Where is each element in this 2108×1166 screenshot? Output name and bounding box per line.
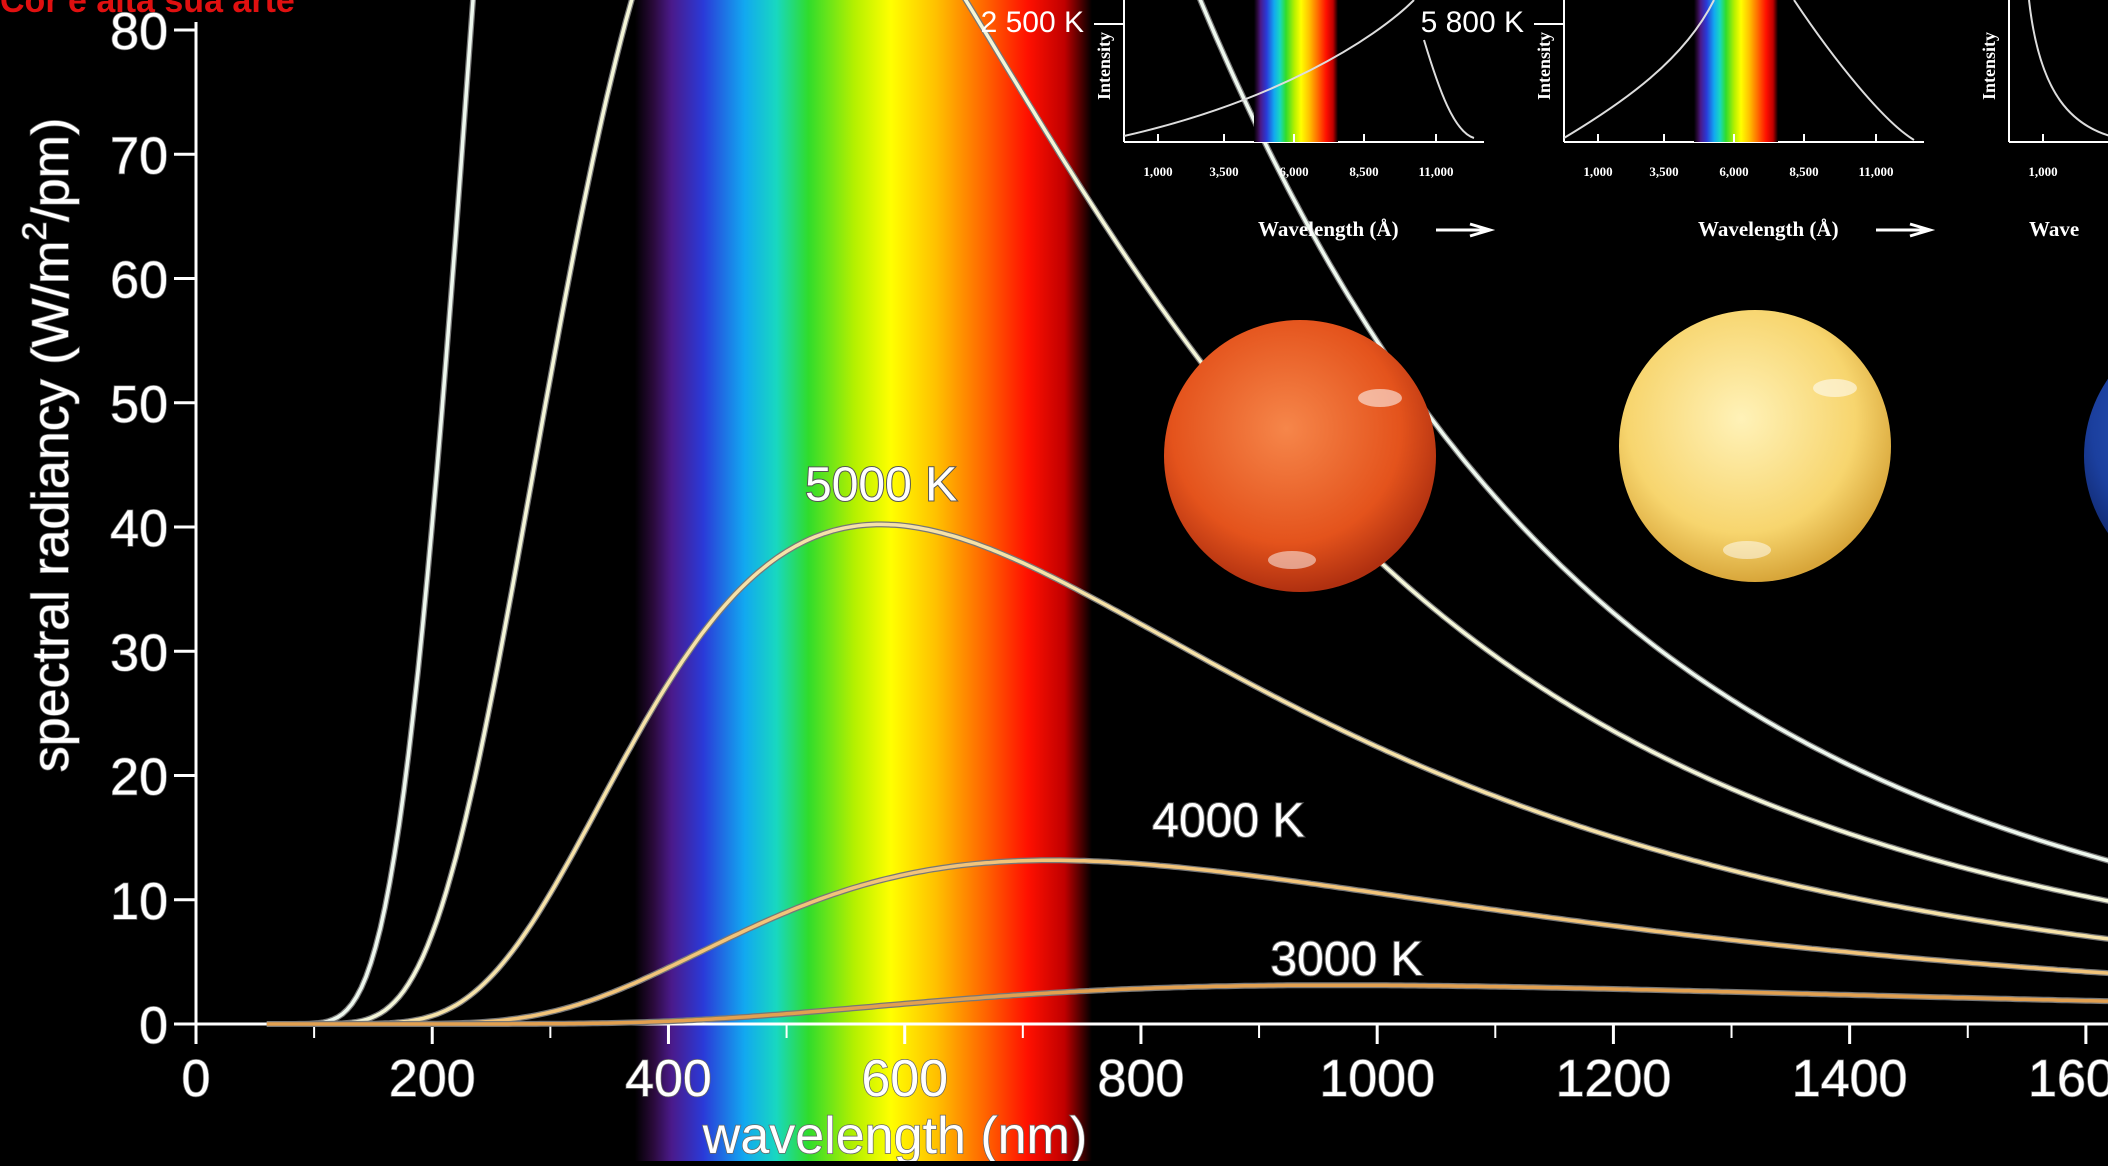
inset-tick-label: 3,500: [1649, 164, 1678, 179]
inset-tick-label: 8,500: [1789, 164, 1818, 179]
curve-label: 5000 K: [805, 458, 957, 511]
x-tick-label: 600: [861, 1050, 948, 1108]
star-flare: [1723, 541, 1771, 559]
inset-tick-label: 1,000: [1143, 164, 1172, 179]
curve-7000k: [266, 0, 2108, 1026]
inset-arrow-icon: [1876, 222, 1936, 238]
inset-y-label: Intensity: [1979, 32, 1999, 100]
y-tick-label: 20: [110, 749, 168, 807]
inset-temp-label: 5 800 K: [1421, 6, 1524, 39]
inset-tick-label: 6,000: [1279, 164, 1308, 179]
blue-star: [2084, 378, 2108, 534]
y-tick-label: 30: [110, 624, 168, 682]
star-flare: [1358, 389, 1402, 407]
inset-x-label: Wavelength (Å): [1698, 217, 1839, 241]
x-tick-label: 1400: [1792, 1050, 1908, 1108]
inset-panel: Intensity 1,000 Wave: [1979, 0, 2108, 241]
inset-y-label: Intensity: [1094, 32, 1114, 100]
y-tick-label: 40: [110, 500, 168, 558]
curve-label: 4000 K: [1152, 794, 1304, 847]
inset-tick-label: 11,000: [1418, 164, 1453, 179]
y-tick-label: 0: [139, 997, 168, 1055]
x-tick-label: 200: [389, 1050, 476, 1108]
inset-tick-label: 3,500: [1209, 164, 1238, 179]
inset-tick-label: 1,000: [2028, 164, 2057, 179]
inset-panels: Intensity 1,000 3,500 6,000 8,500 11,000 Wavel…: [981, 0, 2108, 241]
inset-arrow-icon: [1436, 222, 1496, 238]
inset-tick-label: 8,500: [1349, 164, 1378, 179]
curve-shadow: [266, 982, 2108, 1027]
inset-panel: Intensity 1,000 3,500 6,000 8,500 11,000 Wavel…: [981, 0, 1496, 241]
x-tick-label: 400: [625, 1050, 712, 1108]
curve-label: 3000 K: [1270, 933, 1422, 986]
inset-y-label: Intensity: [1534, 32, 1554, 100]
inset-spectrum: [1694, 0, 1778, 142]
red-star: [1164, 320, 1436, 592]
visible-spectrum-band: [634, 0, 1092, 1161]
star-flare: [1813, 379, 1857, 397]
x-axis-label: wavelength (nm): [702, 1107, 1087, 1161]
x-tick-label: 1000: [1319, 1050, 1435, 1108]
inset-x-label: Wavelength (Å): [1258, 217, 1399, 241]
inset-tick-label: 11,000: [1858, 164, 1893, 179]
inset-curve: [1123, 0, 1475, 139]
inset-panel: Intensity 1,000 3,500 6,000 8,500 11,000 Wavel…: [1421, 0, 1936, 241]
y-axis-label: spectral radiancy (W/m2/pm): [16, 118, 80, 773]
inset-curve: [1563, 0, 1915, 141]
x-tick-label: 800: [1098, 1050, 1185, 1108]
y-tick-label: 70: [110, 127, 168, 185]
inset-spectrum: [1254, 0, 1338, 142]
spectrum-gradient: [634, 0, 1092, 1161]
y-tick-label: 10: [110, 873, 168, 931]
top-caption: Cor e alta sua arte: [0, 0, 295, 20]
star-flare: [1268, 551, 1316, 569]
x-tick-label: 1200: [1556, 1050, 1672, 1108]
inset-tick-label: 1,000: [1583, 164, 1612, 179]
curve-4000k: [266, 858, 2108, 1026]
x-tick-label: 0: [182, 1050, 211, 1108]
inset-x-label: Wave: [2029, 217, 2079, 241]
curve-3000k: [266, 983, 2108, 1026]
yellow-star: [1619, 310, 1891, 582]
inset-temp-label: 2 500 K: [981, 6, 1084, 39]
inset-curve: [2028, 0, 2108, 137]
y-tick-label: 60: [110, 252, 168, 310]
inset-tick-label: 6,000: [1719, 164, 1748, 179]
curve-shadow: [266, 857, 2108, 1027]
y-tick-label: 80: [110, 3, 168, 61]
curve-5000k: [266, 522, 2108, 1026]
stars: [1164, 310, 2108, 592]
y-tick-label: 50: [110, 376, 168, 434]
